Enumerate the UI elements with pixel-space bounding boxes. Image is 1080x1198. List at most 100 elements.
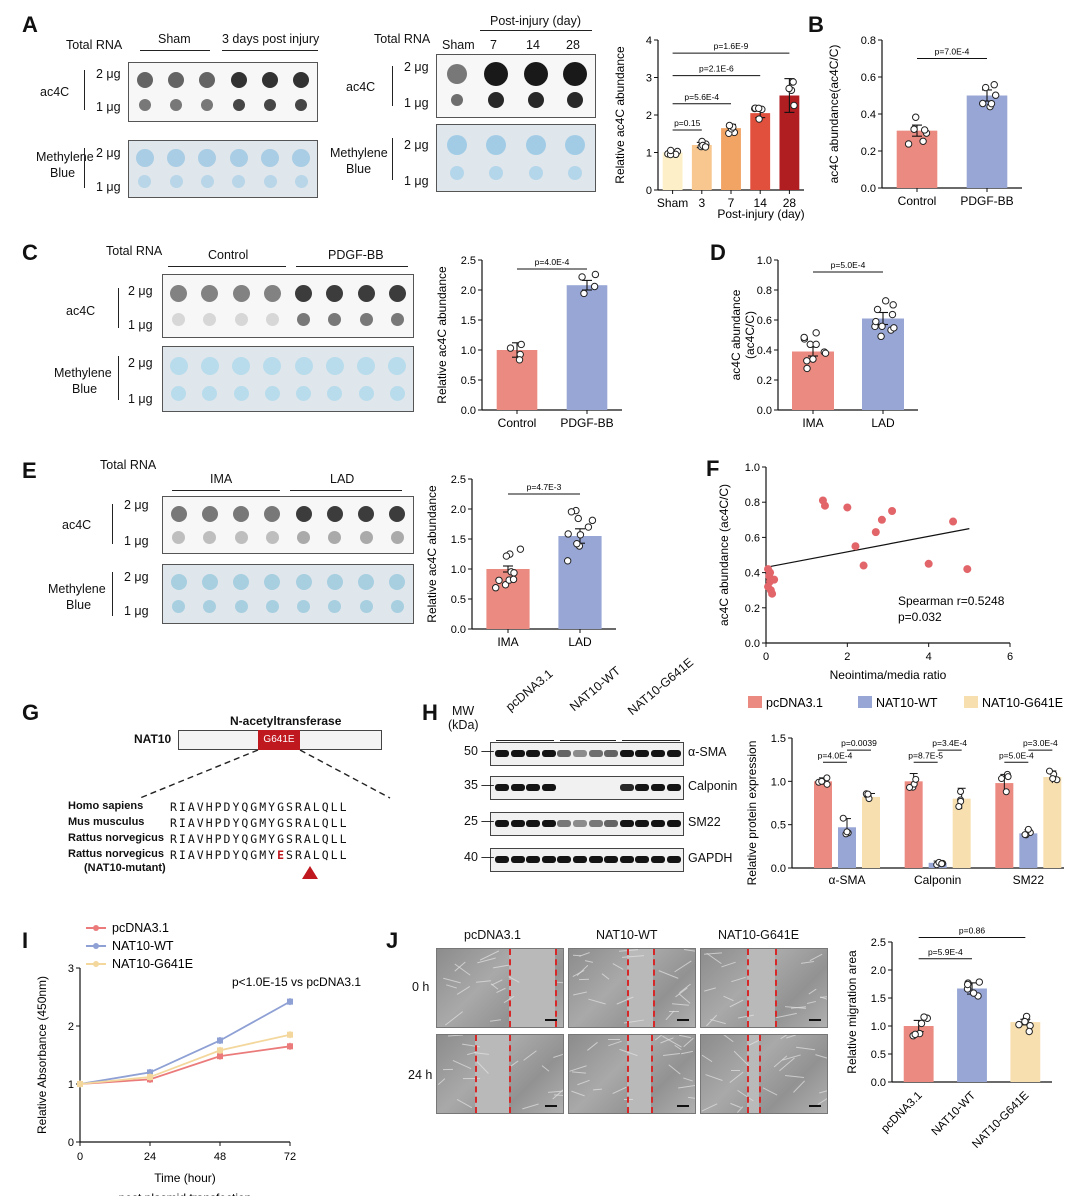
y-tick-label: 1.0 [451,564,466,576]
blot-dot [232,98,245,111]
x-tick-label: Sham [657,196,688,210]
scale-bar [545,1105,557,1107]
migration-micrograph [568,948,696,1028]
chart-f: 0.0 0.2 0.4 0.6 0.8 1.0 0 2 4 6 Neointima/media ra… [717,462,1013,680]
methylene-membrane [162,564,414,624]
migration-micrograph [568,1034,696,1114]
cell-streak [678,983,691,994]
blot-dot [328,600,342,614]
blot-dot [292,148,311,167]
data-point [573,540,581,548]
blot-dot [233,385,249,401]
data-point [578,273,586,281]
blot-dot [167,148,185,167]
data-point [955,802,963,810]
data-point [888,507,897,515]
protein-band [495,750,509,757]
cell-streak [704,1073,723,1081]
data-point [790,101,798,110]
protein-band [619,750,634,757]
y-tick-label: 0.4 [861,109,876,121]
y-tick-label: 1.5 [451,534,466,546]
data-point [1046,767,1054,775]
protein-label: GAPDH [688,851,733,865]
y-tick-label: 0.5 [771,820,786,832]
blot-dot [135,148,154,167]
seq-prefix: RIAVHPDYQGMY [170,800,278,814]
wound-gap [747,949,775,1027]
protein-band [604,856,619,863]
cell-streak [819,1089,827,1094]
y-tick-label: 0 [646,185,652,197]
amount-1ug: 1 μg [128,392,153,406]
cell-streak [579,952,590,957]
blot-dot [568,165,583,180]
data-point [754,104,763,113]
blot-dot [294,174,308,188]
wound-gap [509,949,555,1027]
protein-band [666,856,681,863]
data-point [491,584,500,592]
data-point [567,508,576,516]
y-tick-label: 0 [68,1137,74,1149]
blot-dot [172,530,186,544]
group-bracket [140,50,210,51]
p-value-label: p=0.15 [674,118,701,128]
data-point [506,344,515,352]
cell-streak [491,978,503,986]
x-tick-label: NAT10-WT [930,1090,979,1139]
data-point [666,146,675,155]
data-point [812,329,820,337]
blot-dot [358,385,374,401]
data-point [843,828,851,836]
seq-prefix: RIAVHPDYQGMY [170,816,278,830]
y-tick-label: 0.6 [745,532,760,544]
data-point [920,1013,928,1021]
blot-dot [232,357,251,376]
blot-dot [449,165,464,180]
data-point [920,126,929,134]
data-point [564,530,572,538]
group-label-3d: 3 days post injury [222,32,320,46]
protein-band [635,784,650,791]
row-label: 24 h [408,1068,433,1082]
cell-streak [729,999,744,1008]
data-point [800,333,808,342]
group-bracket [296,266,408,267]
group-bracket [168,266,286,267]
total-rna-label: Total RNA [100,458,157,472]
y-axis-label: ac4C abundance [729,289,743,380]
data-point [881,297,890,305]
sequence-row-mutant: RIAVHPDYQGMYESRALQLL [170,848,349,862]
blot-dot [358,505,375,522]
wound-gap [627,949,653,1027]
x-tick-label: IMA [497,635,518,649]
protein-band [651,750,665,757]
cell-streak [510,1060,519,1068]
migration-micrograph [700,948,828,1028]
blot-dot [233,505,250,522]
total-rna-label: Total RNA [66,38,123,52]
y-tick-label: 0.4 [745,568,760,580]
blot-dot [488,91,505,108]
data-point [878,322,886,330]
y-axis-label: Relative ac4C abundance [613,46,627,184]
data-point [888,310,897,319]
data-point [785,84,793,93]
cell-streak [792,1080,805,1093]
blot-dot [201,574,218,591]
y-tick-label: 0.2 [861,146,876,158]
group-bracket [290,490,402,491]
blot-dot [326,574,343,591]
amount-2ug: 2 μg [124,498,149,512]
bracket-line [392,138,393,180]
x-axis-label: Time (hour) [154,1171,216,1185]
mw-label: MW [452,704,475,718]
p-value-label: p=5.9E-4 [928,947,963,957]
blue-label: Blue [72,382,98,396]
x-tick-label: IMA [802,416,823,430]
data-point [580,289,588,298]
data-point [725,121,734,130]
cell-streak [593,1088,603,1091]
cell-streak [493,965,510,969]
